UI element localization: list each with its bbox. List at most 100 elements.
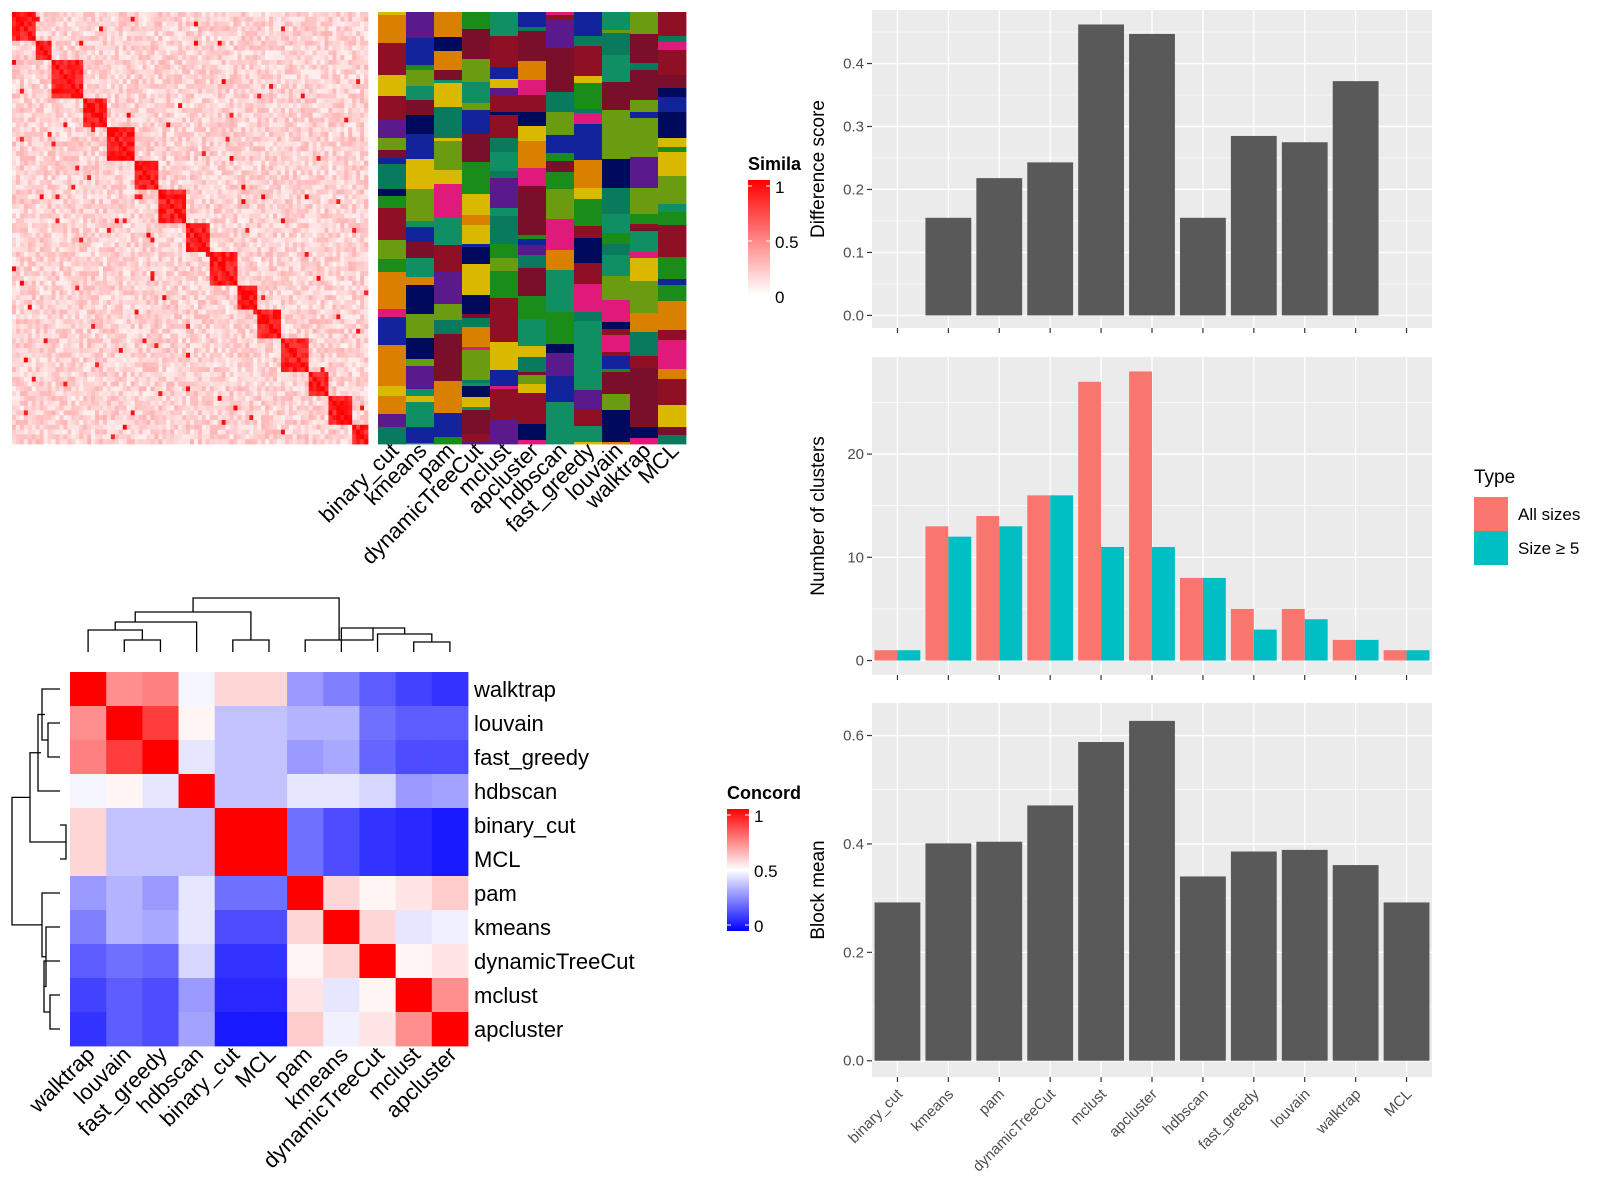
similarity-cell: [261, 112, 266, 118]
similarity-cell: [332, 237, 337, 243]
similarity-cell: [284, 189, 290, 195]
similarity-cell: [43, 93, 48, 99]
similarity-cell: [150, 132, 155, 138]
similarity-cell: [265, 74, 270, 80]
similarity-cell: [150, 26, 155, 32]
similarity-cell: [209, 64, 215, 70]
similarity-cell: [241, 132, 246, 138]
similarity-cell: [83, 74, 88, 80]
similarity-cell: [356, 194, 361, 200]
similarity-cell: [324, 16, 329, 22]
similarity-cell: [197, 213, 203, 219]
similarity-cell: [83, 160, 88, 166]
similarity-cell: [304, 271, 310, 277]
similarity-cell: [19, 60, 25, 66]
similarity-cell: [257, 117, 262, 123]
similarity-cell: [360, 180, 365, 186]
similarity-cell: [63, 60, 68, 66]
similarity-cell: [23, 228, 29, 234]
similarity-cell: [99, 55, 104, 61]
similarity-cell: [43, 98, 48, 104]
similarity-cell: [304, 55, 310, 61]
similarity-cell: [308, 247, 314, 253]
similarity-cell: [312, 16, 317, 22]
similarity-cell: [178, 127, 183, 133]
similarity-cell: [75, 261, 80, 267]
similarity-cell: [308, 156, 314, 162]
similarity-cell: [166, 84, 171, 90]
similarity-cell: [288, 21, 294, 27]
similarity-cell: [35, 194, 41, 200]
similarity-cell: [190, 252, 195, 258]
similarity-cell: [146, 31, 151, 37]
similarity-cell: [170, 276, 175, 282]
similarity-cell: [356, 122, 361, 128]
similarity-cell: [63, 12, 68, 18]
similarity-cell: [12, 199, 17, 205]
similarity-cell: [320, 151, 325, 157]
similarity-cell: [328, 204, 333, 210]
similarity-cell: [31, 31, 37, 37]
similarity-cell: [71, 146, 76, 152]
similarity-cell: [35, 21, 41, 27]
similarity-cell: [249, 271, 254, 277]
similarity-cell: [336, 232, 341, 238]
similarity-cell: [320, 74, 325, 80]
similarity-cell: [340, 26, 345, 32]
similarity-cell: [284, 132, 290, 138]
similarity-cell: [83, 12, 88, 18]
similarity-cell: [209, 247, 215, 253]
similarity-cell: [67, 160, 72, 166]
similarity-cell: [277, 247, 282, 253]
similarity-cell: [130, 256, 136, 262]
similarity-cell: [209, 84, 215, 90]
similarity-cell: [344, 194, 349, 200]
similarity-cell: [360, 69, 365, 75]
similarity-cell: [146, 122, 151, 128]
similarity-cell: [122, 175, 128, 181]
similarity-cell: [324, 136, 329, 142]
similarity-cell: [182, 156, 187, 162]
similarity-cell: [292, 252, 298, 258]
similarity-cell: [269, 112, 274, 118]
similarity-cell: [95, 12, 100, 18]
similarity-cell: [261, 247, 266, 253]
similarity-cell: [360, 156, 365, 162]
similarity-cell: [221, 199, 226, 205]
similarity-cell: [364, 232, 369, 238]
similarity-cell: [67, 184, 72, 190]
similarity-cell: [288, 242, 294, 248]
similarity-cell: [217, 232, 223, 238]
similarity-cell: [316, 74, 321, 80]
similarity-cell: [51, 136, 56, 142]
similarity-cell: [237, 40, 242, 46]
similarity-cell: [190, 98, 195, 104]
similarity-cell: [59, 40, 64, 46]
similarity-cell: [114, 112, 120, 118]
similarity-cell: [340, 199, 345, 205]
similarity-cell: [205, 31, 211, 37]
similarity-cell: [225, 108, 230, 114]
similarity-cell: [27, 170, 33, 176]
similarity-cell: [193, 204, 199, 210]
similarity-cell: [182, 266, 187, 272]
similarity-cell: [280, 247, 286, 253]
similarity-cell: [253, 127, 258, 133]
similarity-cell: [154, 247, 159, 253]
similarity-cell: [316, 31, 321, 37]
similarity-cell: [261, 170, 266, 176]
similarity-cell: [233, 103, 238, 109]
similarity-cell: [205, 228, 211, 234]
similarity-cell: [233, 261, 238, 267]
similarity-cell: [174, 232, 179, 238]
similarity-cell: [277, 136, 282, 142]
similarity-cell: [205, 50, 211, 56]
similarity-cell: [257, 208, 262, 214]
similarity-cell: [324, 122, 329, 128]
similarity-cell: [296, 199, 302, 205]
similarity-cell: [71, 108, 76, 114]
similarity-cell: [356, 40, 361, 46]
similarity-cell: [150, 170, 155, 176]
similarity-cell: [146, 60, 151, 66]
similarity-cell: [63, 199, 68, 205]
